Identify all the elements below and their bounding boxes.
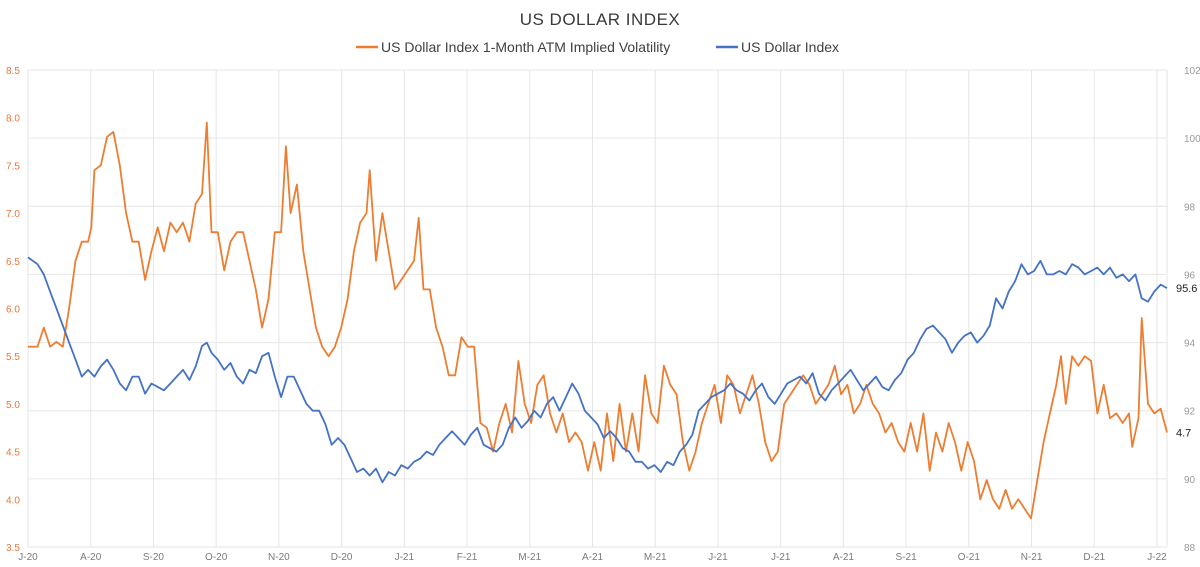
legend-label-index: US Dollar Index: [741, 39, 839, 55]
left-tick-label: 7.0: [6, 209, 20, 220]
x-tick-label: M-21: [644, 552, 667, 563]
legend-label-volatility: US Dollar Index 1-Month ATM Implied Vola…: [381, 39, 670, 55]
x-tick-label: A-20: [80, 552, 102, 563]
x-tick-label: J-22: [1147, 552, 1167, 563]
x-tick-label: O-21: [958, 552, 981, 563]
x-tick-label: M-21: [518, 552, 541, 563]
right-tick-label: 94: [1184, 339, 1196, 350]
x-tick-label: J-21: [708, 552, 728, 563]
series-line-index: [27, 256, 1168, 484]
x-tick-label: J-21: [395, 552, 415, 563]
right-tick-label: 102: [1184, 66, 1200, 77]
left-axis: 3.5 4.0 4.5 5.0 5.5 6.0 6.5 7.0 7.5 8.0 8.5: [6, 66, 20, 554]
left-tick-label: 4.0: [6, 495, 20, 506]
x-tick-label: N-20: [268, 552, 290, 563]
x-tick-label: O-20: [205, 552, 228, 563]
left-tick-label: 8.0: [6, 114, 20, 125]
x-tick-label: F-21: [457, 552, 478, 563]
gridlines: [27, 69, 1168, 548]
x-tick-label: A-21: [833, 552, 855, 563]
x-tick-label: J-20: [18, 552, 38, 563]
left-tick-label: 3.5: [6, 543, 20, 554]
right-tick-label: 98: [1184, 202, 1196, 213]
legend: US Dollar Index 1-Month ATM Implied Vola…: [356, 39, 839, 55]
left-tick-label: 6.0: [6, 305, 20, 316]
x-tick-label: S-20: [143, 552, 165, 563]
x-tick-label: S-21: [896, 552, 918, 563]
left-tick-label: 8.5: [6, 66, 20, 77]
end-labels: 4.7 95.6: [1176, 283, 1197, 439]
x-tick-label: N-21: [1021, 552, 1043, 563]
chart-title: US DOLLAR INDEX: [520, 10, 681, 29]
left-tick-label: 4.5: [6, 448, 20, 459]
left-tick-label: 5.5: [6, 352, 20, 363]
x-tick-label: J-21: [771, 552, 791, 563]
x-axis: J-20 A-20 S-20 O-20 N-20 D-20 J-21 F-21 M-21 A-21…: [18, 552, 1167, 563]
series: [27, 121, 1168, 520]
x-tick-label: A-21: [582, 552, 604, 563]
end-label-index: 95.6: [1176, 283, 1197, 295]
right-tick-label: 100: [1184, 134, 1200, 145]
left-tick-label: 5.0: [6, 400, 20, 411]
x-tick-label: D-21: [1083, 552, 1105, 563]
right-tick-label: 90: [1184, 475, 1196, 486]
right-tick-label: 88: [1184, 543, 1196, 554]
right-axis: 88 90 92 94 96 98 100 102: [1184, 66, 1200, 554]
right-tick-label: 92: [1184, 407, 1196, 418]
right-tick-label: 96: [1184, 270, 1196, 281]
x-tick-label: D-20: [331, 552, 353, 563]
end-label-volatility: 4.7: [1176, 428, 1191, 440]
series-line-volatility: [28, 121, 1168, 520]
left-tick-label: 7.5: [6, 161, 20, 172]
left-tick-label: 6.5: [6, 257, 20, 268]
